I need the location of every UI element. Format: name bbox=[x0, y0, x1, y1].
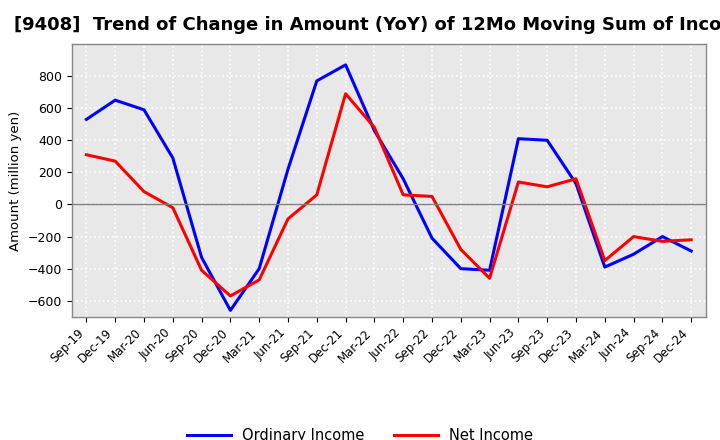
Ordinary Income bbox=[428, 235, 436, 241]
Ordinary Income bbox=[514, 136, 523, 141]
Line: Net Income: Net Income bbox=[86, 94, 691, 296]
Net Income bbox=[399, 192, 408, 198]
Ordinary Income bbox=[82, 117, 91, 122]
Net Income bbox=[312, 192, 321, 198]
Net Income bbox=[658, 239, 667, 244]
Net Income bbox=[370, 125, 379, 130]
Ordinary Income bbox=[168, 155, 177, 161]
Net Income bbox=[140, 189, 148, 194]
Net Income bbox=[255, 277, 264, 282]
Ordinary Income bbox=[370, 128, 379, 133]
Net Income bbox=[82, 152, 91, 158]
Net Income bbox=[572, 176, 580, 181]
Net Income bbox=[629, 234, 638, 239]
Ordinary Income bbox=[687, 248, 696, 253]
Line: Ordinary Income: Ordinary Income bbox=[86, 65, 691, 310]
Ordinary Income bbox=[399, 176, 408, 181]
Title: [9408]  Trend of Change in Amount (YoY) of 12Mo Moving Sum of Incomes: [9408] Trend of Change in Amount (YoY) o… bbox=[14, 16, 720, 34]
Net Income bbox=[428, 194, 436, 199]
Ordinary Income bbox=[572, 181, 580, 186]
Net Income bbox=[168, 205, 177, 210]
Ordinary Income bbox=[543, 138, 552, 143]
Ordinary Income bbox=[284, 166, 292, 172]
Net Income bbox=[687, 237, 696, 242]
Ordinary Income bbox=[255, 266, 264, 271]
Net Income bbox=[341, 91, 350, 96]
Ordinary Income bbox=[197, 255, 206, 260]
Ordinary Income bbox=[140, 107, 148, 113]
Net Income bbox=[226, 293, 235, 299]
Net Income bbox=[111, 158, 120, 164]
Y-axis label: Amount (million yen): Amount (million yen) bbox=[9, 110, 22, 250]
Legend: Ordinary Income, Net Income: Ordinary Income, Net Income bbox=[181, 422, 539, 440]
Ordinary Income bbox=[658, 234, 667, 239]
Net Income bbox=[485, 275, 494, 281]
Ordinary Income bbox=[456, 266, 465, 271]
Net Income bbox=[456, 247, 465, 252]
Ordinary Income bbox=[341, 62, 350, 67]
Net Income bbox=[600, 258, 609, 263]
Net Income bbox=[197, 268, 206, 273]
Ordinary Income bbox=[312, 78, 321, 84]
Net Income bbox=[543, 184, 552, 190]
Ordinary Income bbox=[485, 268, 494, 273]
Net Income bbox=[514, 180, 523, 185]
Net Income bbox=[284, 216, 292, 222]
Ordinary Income bbox=[111, 98, 120, 103]
Ordinary Income bbox=[226, 308, 235, 313]
Ordinary Income bbox=[629, 252, 638, 257]
Ordinary Income bbox=[600, 264, 609, 270]
